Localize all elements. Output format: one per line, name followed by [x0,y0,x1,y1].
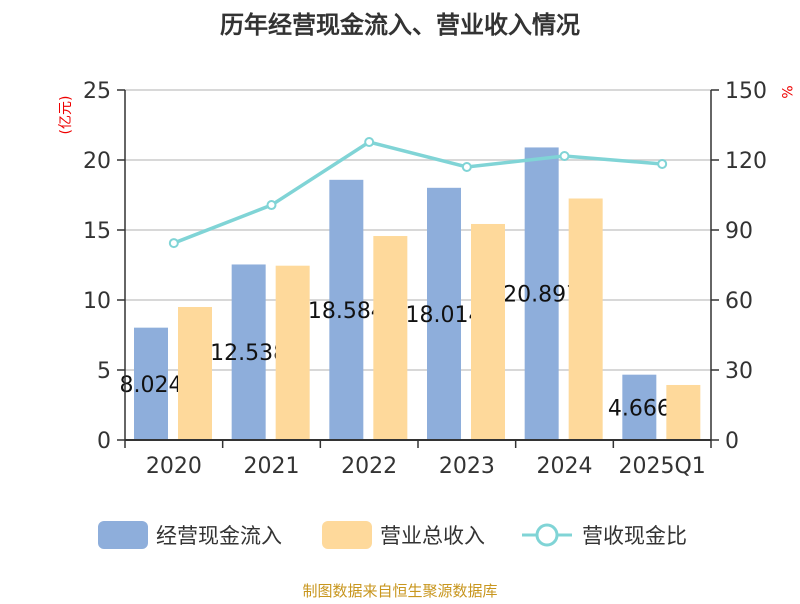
ratio-point [168,238,179,249]
left-tick-label: 20 [83,149,111,174]
left-tick-label: 5 [97,359,111,384]
legend: 经营现金流入 营业总收入 营收现金比 [98,521,687,549]
x-tick-label: 2023 [439,454,495,479]
chart-title: 历年经营现金流入、营业收入情况 [220,11,580,39]
ratio-point [559,151,570,162]
legend-swatch-revenue[interactable] [322,521,372,549]
bar-revenue [373,236,408,440]
data-label: 8.024 [120,373,183,398]
left-tick-label: 10 [83,289,111,314]
bar-revenue [178,307,212,440]
data-label: 20.897 [503,283,580,308]
x-tick-label: 2021 [244,454,300,479]
legend-label-ratio[interactable]: 营收现金比 [582,524,687,548]
bar-cash-inflow [231,264,266,440]
bar-cash-inflow [329,179,364,440]
right-tick-label: 90 [725,219,753,244]
ratio-point [266,200,277,211]
data-label: 18.584 [308,299,385,324]
left-tick-label: 0 [97,429,111,454]
right-tick-label: 30 [725,359,753,384]
left-axis-label: (亿元) [58,96,74,135]
bar-cash-inflow [427,187,461,440]
x-tick-label: 2024 [537,454,593,479]
right-tick-label: 120 [725,149,767,174]
x-tick-label: 2025Q1 [619,454,706,479]
legend-label-revenue[interactable]: 营业总收入 [380,524,485,548]
ratio-point [461,162,472,172]
bar-cash-inflow [524,147,559,440]
left-tick-label: 25 [83,79,111,104]
ratio-point [657,158,668,169]
source-note: 制图数据来自恒生聚源数据库 [302,582,497,600]
right-tick-label: 0 [725,429,739,454]
legend-swatch-cash-inflow[interactable] [98,521,148,549]
left-tick-label: 15 [83,219,111,244]
data-label: 12.538 [210,341,287,366]
bar-revenue [471,223,505,440]
bar-revenue [666,384,701,440]
legend-label-cash-inflow[interactable]: 经营现金流入 [156,524,282,548]
bar-cash-inflow [134,327,168,440]
data-label: 4.666 [608,396,671,421]
x-tick-label: 2022 [341,454,397,479]
data-label: 18.014 [406,303,483,328]
right-tick-label: 150 [725,79,767,104]
ratio-line [173,140,663,245]
legend-swatch-ratio-marker [535,523,559,547]
right-axis-label: % [778,85,794,98]
bar-cash-inflow [622,374,657,440]
ratio-point [364,137,375,148]
x-tick-label: 2020 [146,454,202,479]
bar-revenue [568,198,603,440]
bar-revenue [275,265,310,440]
right-tick-label: 60 [725,289,753,314]
